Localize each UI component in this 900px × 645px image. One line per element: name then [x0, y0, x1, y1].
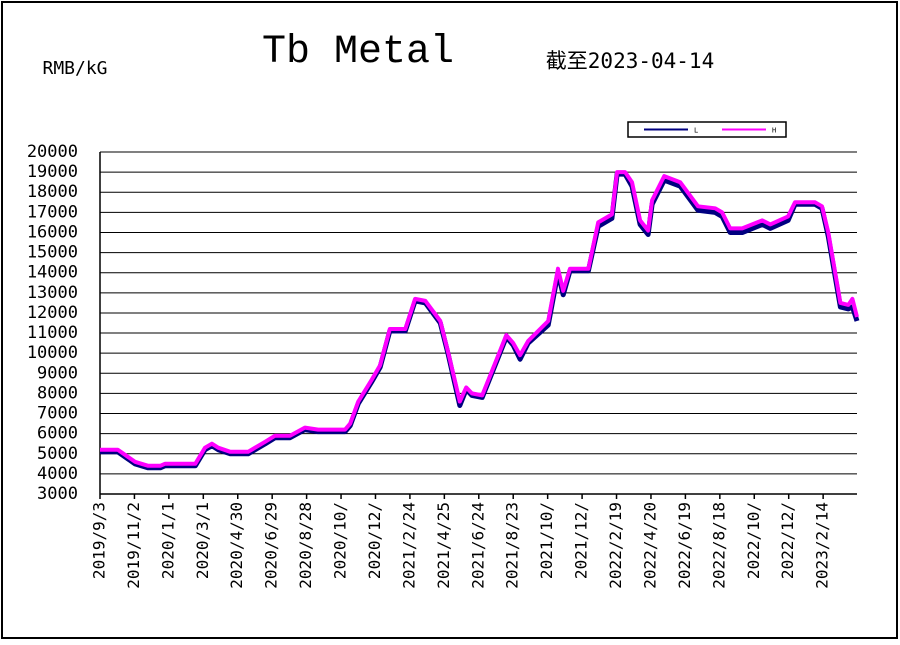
y-tick-label: 13000 — [27, 283, 78, 303]
x-tick-label: 2021/2/24 — [399, 502, 418, 589]
y-tick-label: 12000 — [27, 303, 78, 323]
y-tick-label: 4000 — [37, 464, 78, 484]
x-tick-label: 2020/6/29 — [262, 502, 281, 589]
x-tick-label: 2023/2/14 — [813, 502, 832, 589]
x-tick-label: 2022/6/19 — [675, 502, 694, 589]
x-tick-label: 2020/12/ — [365, 502, 384, 579]
x-tick-label: 2020/8/28 — [296, 502, 315, 589]
x-tick-label: 2022/4/20 — [640, 502, 659, 589]
y-tick-label: 14000 — [27, 263, 78, 283]
y-tick-label: 10000 — [27, 343, 78, 363]
x-tick-label: 2020/3/1 — [193, 502, 212, 579]
y-tick-label: 3000 — [37, 484, 78, 504]
x-tick-label: 2021/10/ — [537, 502, 556, 579]
legend-label: L — [694, 127, 698, 135]
chart-subtitle: 截至2023-04-14 — [546, 49, 714, 73]
y-tick-label: 5000 — [37, 444, 78, 464]
x-tick-label: 2022/10/ — [744, 502, 763, 579]
x-tick-label: 2021/4/25 — [434, 502, 453, 589]
y-tick-label: 17000 — [27, 202, 78, 222]
y-axis-label: RMB/kG — [42, 58, 107, 79]
y-tick-label: 11000 — [27, 323, 78, 343]
y-tick-label: 7000 — [37, 404, 78, 424]
series-line — [100, 170, 859, 468]
y-tick-label: 15000 — [27, 243, 78, 263]
x-tick-label: 2022/8/18 — [709, 502, 728, 589]
y-tick-label: 16000 — [27, 222, 78, 242]
x-tick-label: 2019/11/2 — [124, 502, 143, 589]
x-tick-label: 2019/9/3 — [90, 502, 109, 579]
y-tick-label: 9000 — [37, 363, 78, 383]
x-tick-label: 2022/2/19 — [606, 502, 625, 589]
y-tick-label: 18000 — [27, 182, 78, 202]
x-tick-label: 2021/12/ — [572, 502, 591, 579]
x-tick-label: 2021/8/23 — [503, 502, 522, 589]
x-tick-label: 2020/4/30 — [227, 502, 246, 589]
x-tick-label: 2020/10/ — [331, 502, 350, 579]
chart-title: Tb Metal — [262, 30, 454, 75]
y-tick-label: 19000 — [27, 162, 78, 182]
y-tick-label: 20000 — [27, 142, 78, 162]
legend-label: H — [772, 127, 776, 135]
x-tick-label: 2021/6/24 — [468, 502, 487, 589]
y-tick-label: 6000 — [37, 424, 78, 444]
x-tick-label: 2022/12/ — [778, 502, 797, 579]
x-tick-label: 2020/1/1 — [158, 502, 177, 579]
y-tick-label: 8000 — [37, 383, 78, 403]
legend-box — [627, 121, 787, 138]
